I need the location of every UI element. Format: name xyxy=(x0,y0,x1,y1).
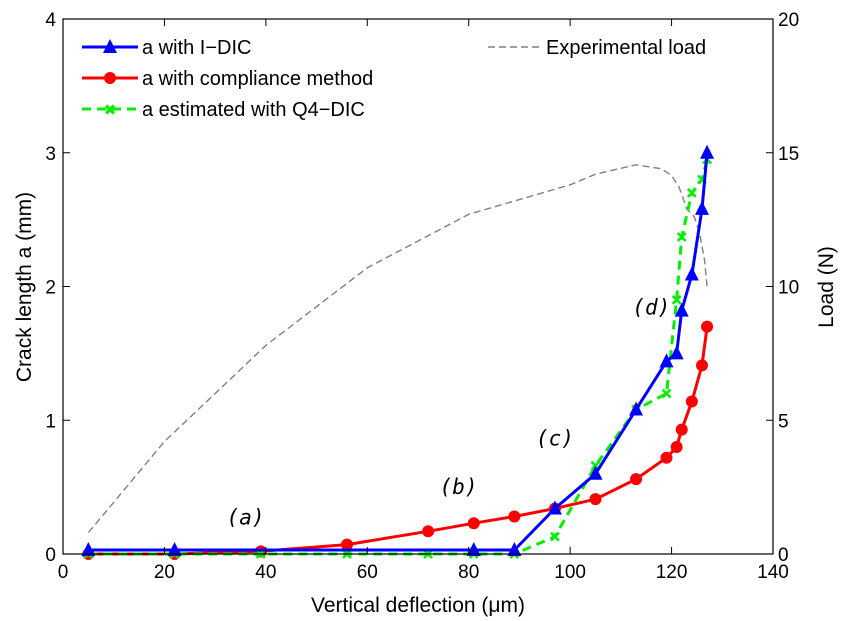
legend-right: Experimental load xyxy=(488,37,706,59)
data-point xyxy=(589,493,602,506)
data-point xyxy=(659,353,674,368)
y2-tick-label: 5 xyxy=(778,411,789,432)
y2-tick-label: 0 xyxy=(778,545,789,566)
legend-marker-idic xyxy=(103,39,117,53)
data-point xyxy=(167,541,182,556)
data-point xyxy=(630,473,643,486)
legend-marker-q4dic: ✖ xyxy=(104,101,117,119)
data-point xyxy=(685,395,698,408)
y2-tick-label: 10 xyxy=(778,278,799,299)
data-point xyxy=(341,538,353,551)
data-point xyxy=(675,423,688,436)
legend-left: a with I−DIC a with compliance method ✖ … xyxy=(82,37,373,121)
series-layer xyxy=(81,144,715,560)
series-line xyxy=(87,164,708,534)
phase-annotation: (b) xyxy=(440,475,478,499)
legend-label-load: Experimental load xyxy=(546,37,706,59)
data-point xyxy=(660,451,673,464)
data-point xyxy=(684,266,699,281)
data-point xyxy=(674,302,689,317)
annotations: (a) (b) (c) (d) xyxy=(227,296,671,530)
data-point xyxy=(507,541,522,556)
data-point xyxy=(466,541,481,556)
y-axis-title: Crack length a (mm) xyxy=(13,192,36,382)
data-point xyxy=(661,388,672,399)
data-point xyxy=(467,517,480,530)
series-experimental-load xyxy=(87,164,708,534)
y-tick-label: 2 xyxy=(45,278,56,299)
y-tick-label: 3 xyxy=(45,144,56,165)
y2-axis-title: Load (N) xyxy=(815,246,838,328)
legend-label-q4dic: a estimated with Q4−DIC xyxy=(142,99,365,121)
y2-tick-label: 20 xyxy=(778,10,799,31)
data-point xyxy=(669,345,684,360)
x-tick-label: 120 xyxy=(656,562,688,583)
x-axis-title: Vertical deflection (μm) xyxy=(311,594,525,617)
data-point xyxy=(686,187,697,198)
data-point xyxy=(588,465,603,480)
phase-annotation: (c) xyxy=(536,427,574,451)
legend-label-compliance: a with compliance method xyxy=(142,68,373,90)
y-tick-label: 1 xyxy=(45,411,56,432)
data-point xyxy=(700,144,715,159)
series-line xyxy=(88,326,709,556)
x-tick-label: 40 xyxy=(255,562,276,583)
data-point xyxy=(422,525,435,538)
x-tick-label: 20 xyxy=(154,562,175,583)
x-tick-label: 80 xyxy=(458,562,479,583)
series-a-with-i-dic xyxy=(81,144,715,556)
data-point xyxy=(670,441,683,453)
data-point xyxy=(676,232,687,242)
phase-annotation: (a) xyxy=(227,506,265,530)
y2-tick-label: 15 xyxy=(778,144,799,165)
data-point xyxy=(696,359,708,372)
data-point xyxy=(671,294,682,305)
y-tick-label: 0 xyxy=(45,545,56,566)
legend-label-idic: a with I−DIC xyxy=(142,37,251,59)
data-point xyxy=(508,510,521,523)
x-tick-label: 140 xyxy=(757,562,789,583)
x-tick-label: 100 xyxy=(554,562,586,583)
data-point xyxy=(547,500,562,515)
data-point xyxy=(629,401,644,416)
plot-frame xyxy=(62,18,774,555)
data-point xyxy=(695,200,709,215)
x-tick-label: 0 xyxy=(58,562,69,583)
phase-annotation: (d) xyxy=(632,296,670,320)
y-tick-label: 4 xyxy=(45,10,56,31)
data-point xyxy=(81,541,96,556)
data-point xyxy=(701,320,714,333)
data-point xyxy=(550,531,560,542)
x-tick-label: 60 xyxy=(357,562,378,583)
legend-marker-compliance xyxy=(104,72,116,84)
